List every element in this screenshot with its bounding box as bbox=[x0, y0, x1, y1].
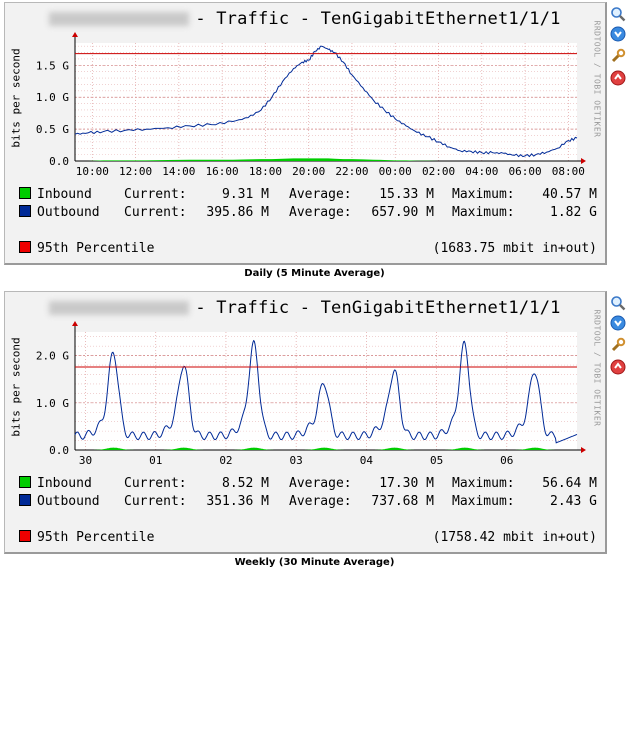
stat-value: 56.64 M bbox=[542, 476, 597, 491]
y-tick-label: 1.5 G bbox=[36, 59, 69, 72]
redacted-hostname bbox=[49, 12, 190, 26]
stat-value: 2.43 G bbox=[550, 494, 597, 509]
x-tick-label: 03 bbox=[290, 454, 303, 467]
x-tick-label: 05 bbox=[430, 454, 443, 467]
graph-title: - Traffic - TenGigabitEthernet1/1/1 bbox=[5, 9, 605, 29]
daily-traffic-chart: 0.0 0.5 G 1.0 G 1.5 G 10:00 12:00 14:00 16:00 18… bbox=[36, 32, 586, 178]
y-tick-label: 2.0 G bbox=[36, 350, 69, 363]
plot-area bbox=[75, 43, 577, 161]
delete-graph-icon[interactable] bbox=[610, 70, 626, 86]
x-tick-label: 02 bbox=[219, 454, 232, 467]
legend-name: Inbound bbox=[37, 187, 92, 202]
x-tick-label: 02:00 bbox=[422, 165, 455, 178]
legend-row-percentile: 95th Percentile bbox=[19, 530, 154, 545]
stat-value: 1.82 G bbox=[550, 205, 597, 220]
x-tick-label: 08:00 bbox=[552, 165, 585, 178]
legend-row-outbound: Outbound bbox=[19, 494, 100, 509]
wrench-edit-icon[interactable] bbox=[610, 48, 626, 64]
legend-row-outbound: Outbound bbox=[19, 205, 100, 220]
x-tick-label: 06 bbox=[500, 454, 513, 467]
stat-value: 657.90 M bbox=[371, 205, 434, 220]
stat-label: Current: bbox=[124, 205, 187, 220]
stat-label: Current: bbox=[124, 476, 187, 491]
inbound-swatch bbox=[19, 476, 31, 488]
x-tick-label: 18:00 bbox=[249, 165, 282, 178]
stat-label: Average: bbox=[289, 187, 352, 202]
stat-label: Current: bbox=[124, 494, 187, 509]
stat-value: 395.86 M bbox=[206, 205, 269, 220]
info-down-icon[interactable] bbox=[610, 315, 626, 331]
x-tick-label: 20:00 bbox=[292, 165, 325, 178]
x-axis-arrow bbox=[581, 447, 586, 453]
weekly-caption: Weekly (30 Minute Average) bbox=[234, 557, 395, 568]
stat-label: Maximum: bbox=[452, 494, 515, 509]
outbound-swatch bbox=[19, 494, 31, 506]
stat-label: Current: bbox=[124, 187, 187, 202]
stat-label: Maximum: bbox=[452, 187, 515, 202]
zoom-magnifier-icon[interactable] bbox=[610, 295, 626, 311]
weekly-traffic-chart: 0.0 1.0 G 2.0 G 30 01 02 03 04 05 06 bbox=[36, 321, 586, 467]
inbound-series-area bbox=[75, 158, 577, 161]
stat-label: Average: bbox=[289, 494, 352, 509]
redacted-hostname bbox=[49, 301, 190, 315]
x-tick-label: 14:00 bbox=[162, 165, 195, 178]
x-axis-arrow bbox=[581, 158, 586, 164]
wrench-edit-icon[interactable] bbox=[610, 337, 626, 353]
x-tick-label: 01 bbox=[149, 454, 162, 467]
y-axis-arrow bbox=[72, 32, 78, 37]
stat-label: Average: bbox=[289, 476, 352, 491]
info-down-icon[interactable] bbox=[610, 26, 626, 42]
stat-label: Maximum: bbox=[452, 205, 515, 220]
x-tick-label: 10:00 bbox=[76, 165, 109, 178]
legend-row-percentile: 95th Percentile bbox=[19, 241, 154, 256]
stat-value: 9.31 M bbox=[222, 187, 269, 202]
x-tick-label: 00:00 bbox=[379, 165, 412, 178]
percentile-note: (1758.42 mbit in+out) bbox=[432, 530, 597, 545]
delete-graph-icon[interactable] bbox=[610, 359, 626, 375]
legend-row-inbound: Inbound bbox=[19, 187, 92, 202]
stat-value: 15.33 M bbox=[379, 187, 434, 202]
outbound-series-line bbox=[74, 45, 578, 158]
stat-value: 737.68 M bbox=[371, 494, 434, 509]
weekly-legend: Inbound Outbound Current: 8.52 M Average… bbox=[19, 476, 599, 731]
x-tick-label: 30 bbox=[79, 454, 92, 467]
daily-legend: Inbound Outbound Current: 9.31 M Average… bbox=[19, 187, 599, 442]
x-tick-label: 04:00 bbox=[465, 165, 498, 178]
graph-title: - Traffic - TenGigabitEthernet1/1/1 bbox=[5, 298, 605, 318]
percentile-swatch bbox=[19, 530, 31, 542]
stat-value: 17.30 M bbox=[379, 476, 434, 491]
outbound-swatch bbox=[19, 205, 31, 217]
x-tick-label: 12:00 bbox=[119, 165, 152, 178]
stat-value: 40.57 M bbox=[542, 187, 597, 202]
legend-name: Outbound bbox=[37, 494, 100, 509]
y-tick-label: 1.0 G bbox=[36, 91, 69, 104]
y-tick-label: 0.0 bbox=[49, 444, 69, 457]
stat-label: Maximum: bbox=[452, 476, 515, 491]
y-tick-label: 0.5 G bbox=[36, 123, 69, 136]
legend-row-inbound: Inbound bbox=[19, 476, 92, 491]
inbound-swatch bbox=[19, 187, 31, 199]
x-tick-label: 16:00 bbox=[206, 165, 239, 178]
legend-name: Inbound bbox=[37, 476, 92, 491]
daily-graph-panel: - Traffic - TenGigabitEthernet1/1/1 bits… bbox=[4, 2, 607, 265]
y-tick-label: 0.0 bbox=[49, 155, 69, 168]
x-tick-label: 04 bbox=[360, 454, 374, 467]
stat-value: 8.52 M bbox=[222, 476, 269, 491]
percentile-note: (1683.75 mbit in+out) bbox=[432, 241, 597, 256]
inbound-series-area bbox=[75, 447, 577, 450]
stat-label: Average: bbox=[289, 205, 352, 220]
daily-caption: Daily (5 Minute Average) bbox=[244, 268, 385, 279]
y-axis-arrow bbox=[72, 321, 78, 326]
stat-value: 351.36 M bbox=[206, 494, 269, 509]
percentile-swatch bbox=[19, 241, 31, 253]
legend-name: Outbound bbox=[37, 205, 100, 220]
outbound-series-line bbox=[74, 339, 578, 444]
x-tick-label: 22:00 bbox=[335, 165, 368, 178]
x-tick-label: 06:00 bbox=[509, 165, 542, 178]
y-tick-label: 1.0 G bbox=[36, 397, 69, 410]
zoom-magnifier-icon[interactable] bbox=[610, 6, 626, 22]
weekly-graph-panel: - Traffic - TenGigabitEthernet1/1/1 bits… bbox=[4, 291, 607, 554]
